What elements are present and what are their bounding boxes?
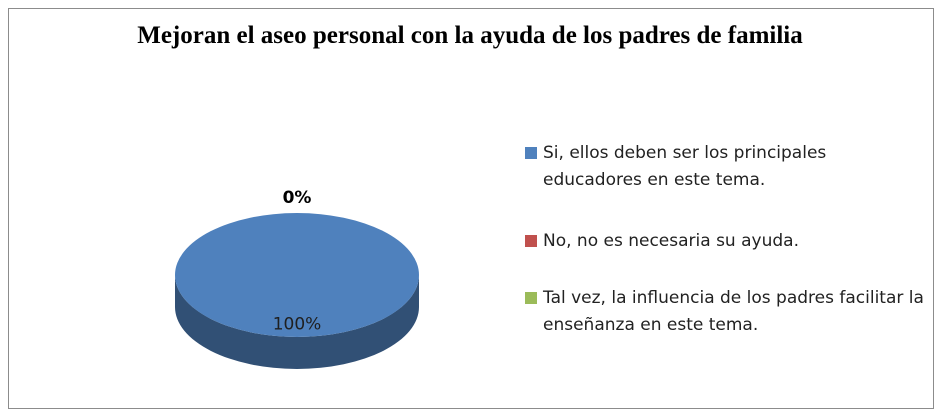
data-label: 0% bbox=[283, 188, 312, 208]
legend-swatch bbox=[525, 235, 537, 247]
legend-label: Si, ellos deben ser los principales educ… bbox=[543, 143, 827, 190]
legend-item: No, no es necesaria su ayuda. bbox=[525, 228, 925, 255]
pie-slice bbox=[175, 213, 419, 337]
pie-side bbox=[175, 275, 419, 369]
data-label: 100% bbox=[273, 315, 322, 335]
chart-title: Mejoran el aseo personal con la ayuda de… bbox=[137, 22, 803, 49]
chart-frame bbox=[8, 8, 934, 409]
legend-swatch bbox=[525, 292, 537, 304]
legend-item: Si, ellos deben ser los principales educ… bbox=[525, 140, 925, 194]
legend-label: No, no es necesaria su ayuda. bbox=[543, 231, 799, 251]
legend-item: Tal vez, la influencia de los padres fac… bbox=[525, 285, 925, 339]
legend-swatch bbox=[525, 147, 537, 159]
legend-label: Tal vez, la influencia de los padres fac… bbox=[543, 288, 924, 335]
